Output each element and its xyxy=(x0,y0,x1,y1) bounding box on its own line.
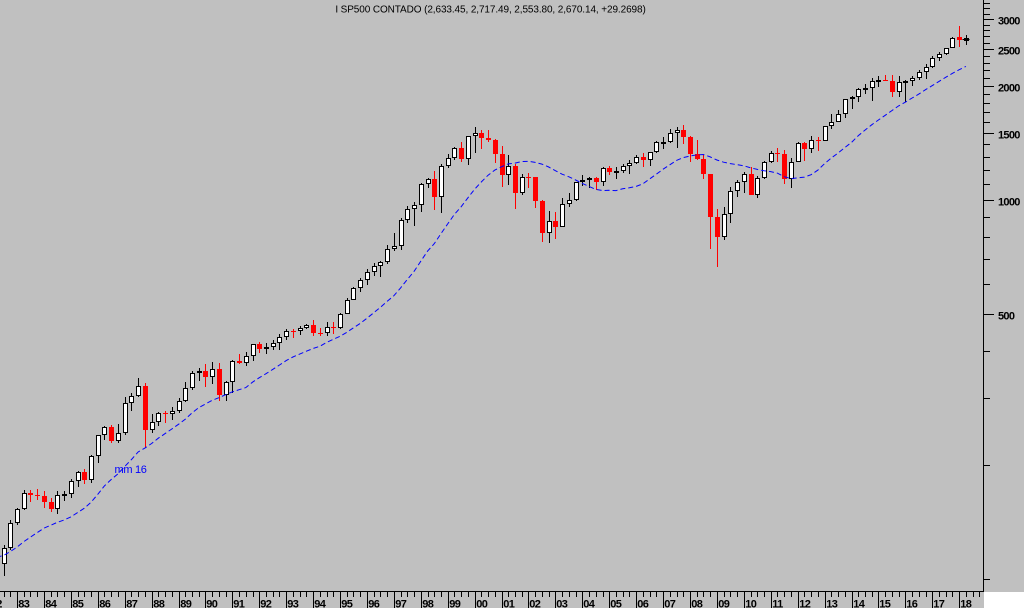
svg-text:18: 18 xyxy=(960,599,971,608)
svg-text:17: 17 xyxy=(933,599,944,608)
svg-text:84: 84 xyxy=(45,599,57,608)
svg-text:2500: 2500 xyxy=(998,46,1020,58)
svg-text:09: 09 xyxy=(718,599,729,608)
svg-text:93: 93 xyxy=(287,599,298,608)
svg-text:14: 14 xyxy=(853,599,865,608)
svg-text:83: 83 xyxy=(18,599,29,608)
svg-text:04: 04 xyxy=(583,599,595,608)
svg-text:96: 96 xyxy=(368,599,379,608)
svg-text:1500: 1500 xyxy=(998,130,1020,142)
svg-text:I SP500 CONTADO (2,633.45, 2,7: I SP500 CONTADO (2,633.45, 2,717.49, 2,5… xyxy=(335,5,645,16)
svg-text:3000: 3000 xyxy=(998,16,1020,28)
svg-text:82: 82 xyxy=(0,599,2,608)
svg-text:10: 10 xyxy=(745,599,756,608)
svg-text:12: 12 xyxy=(799,599,810,608)
svg-text:01: 01 xyxy=(503,599,514,608)
svg-text:07: 07 xyxy=(664,599,675,608)
svg-text:88: 88 xyxy=(153,599,164,608)
svg-text:16: 16 xyxy=(906,599,917,608)
svg-text:95: 95 xyxy=(341,599,352,608)
svg-text:00: 00 xyxy=(476,599,487,608)
svg-text:08: 08 xyxy=(691,599,702,608)
svg-text:99: 99 xyxy=(449,599,460,608)
svg-text:91: 91 xyxy=(233,599,244,608)
svg-text:05: 05 xyxy=(610,599,621,608)
svg-text:13: 13 xyxy=(826,599,837,608)
svg-text:06: 06 xyxy=(637,599,648,608)
svg-text:85: 85 xyxy=(72,599,83,608)
svg-text:86: 86 xyxy=(99,599,110,608)
svg-text:2000: 2000 xyxy=(998,83,1020,95)
svg-text:90: 90 xyxy=(206,599,217,608)
svg-text:mm 16: mm 16 xyxy=(115,464,147,476)
svg-text:15: 15 xyxy=(879,599,890,608)
svg-text:94: 94 xyxy=(314,599,326,608)
svg-text:03: 03 xyxy=(556,599,567,608)
svg-text:87: 87 xyxy=(126,599,137,608)
svg-text:1000: 1000 xyxy=(998,197,1020,209)
svg-text:89: 89 xyxy=(180,599,191,608)
svg-text:97: 97 xyxy=(395,599,406,608)
svg-text:500: 500 xyxy=(998,311,1015,323)
svg-text:92: 92 xyxy=(260,599,271,608)
svg-text:98: 98 xyxy=(422,599,433,608)
svg-text:11: 11 xyxy=(772,599,783,608)
svg-text:02: 02 xyxy=(529,599,540,608)
